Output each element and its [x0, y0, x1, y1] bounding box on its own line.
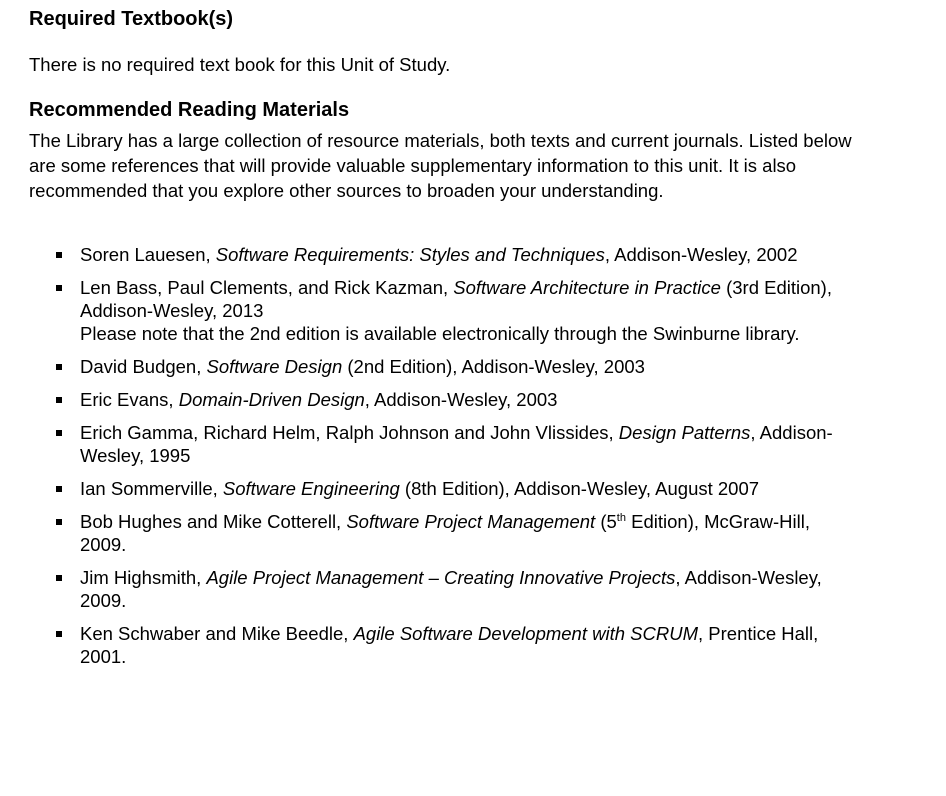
reference-details: (2nd Edition), Addison-Wesley, 2003: [342, 356, 645, 377]
reference-title: Domain-Driven Design: [178, 389, 365, 410]
reference-item: Jim Highsmith, Agile Project Management …: [29, 566, 859, 612]
reference-title: Design Patterns: [618, 422, 751, 443]
reference-authors: Eric Evans,: [80, 389, 179, 410]
reference-title: Agile Software Development with SCRUM: [353, 623, 698, 644]
reference-item: Ken Schwaber and Mike Beedle, Agile Soft…: [29, 622, 859, 668]
reference-details: (5: [595, 511, 617, 532]
reference-details: , Addison-Wesley, 2009.: [80, 567, 822, 611]
reference-item: David Budgen, Software Design (2nd Editi…: [29, 355, 859, 378]
square-bullet-icon: [56, 285, 62, 291]
required-textbooks-text: There is no required text book for this …: [29, 54, 451, 75]
square-bullet-icon: [56, 575, 62, 581]
reference-authors: Erich Gamma, Richard Helm, Ralph Johnson…: [80, 422, 619, 443]
reference-details: , Prentice Hall, 2001.: [80, 623, 819, 667]
document-page: Required Textbook(s) There is no require…: [29, 6, 859, 678]
reference-title: Software Design: [206, 356, 343, 377]
square-bullet-icon: [56, 364, 62, 370]
square-bullet-icon: [56, 252, 62, 258]
reference-item: Eric Evans, Domain-Driven Design, Addiso…: [29, 388, 859, 411]
reference-authors: Ian Sommerville,: [80, 478, 223, 499]
reference-item: Ian Sommerville, Software Engineering (8…: [29, 477, 859, 500]
reference-authors: Bob Hughes and Mike Cotterell,: [80, 511, 347, 532]
square-bullet-icon: [56, 519, 62, 525]
reference-details: , Addison-Wesley, 2003: [364, 389, 558, 410]
reference-list: Soren Lauesen, Software Requirements: St…: [29, 243, 859, 668]
reference-title: Agile Project Management – Creating Inno…: [206, 567, 676, 588]
reference-title: Software Engineering: [222, 478, 400, 499]
recommended-reading-heading: Recommended Reading Materials: [29, 99, 350, 121]
recommended-reading-intro: The Library has a large collection of re…: [29, 130, 852, 201]
reference-title: Software Project Management: [346, 511, 596, 532]
edition-superscript: th: [616, 511, 626, 524]
reference-note: Please note that the 2nd edition is avai…: [80, 323, 800, 344]
reference-item: Soren Lauesen, Software Requirements: St…: [29, 243, 859, 266]
reference-title: Software Architecture in Practice: [453, 277, 721, 298]
reference-item: Bob Hughes and Mike Cotterell, Software …: [29, 510, 859, 556]
reference-details: , Addison-Wesley, 2002: [604, 244, 798, 265]
reference-details: (8th Edition), Addison-Wesley, August 20…: [399, 478, 760, 499]
required-textbooks-heading: Required Textbook(s): [29, 8, 234, 30]
reference-authors: Len Bass, Paul Clements, and Rick Kazman…: [80, 277, 454, 298]
square-bullet-icon: [56, 486, 62, 492]
square-bullet-icon: [56, 430, 62, 436]
reference-authors: Jim Highsmith,: [80, 567, 207, 588]
reference-authors: Ken Schwaber and Mike Beedle,: [80, 623, 354, 644]
square-bullet-icon: [56, 397, 62, 403]
reference-details: (3rd Edition), Addison-Wesley, 2013: [80, 277, 832, 321]
reference-item: Erich Gamma, Richard Helm, Ralph Johnson…: [29, 421, 859, 467]
reference-details-end: Edition), McGraw-Hill, 2009.: [80, 511, 810, 555]
reference-item: Len Bass, Paul Clements, and Rick Kazman…: [29, 276, 859, 345]
reference-authors: Soren Lauesen,: [80, 244, 216, 265]
reference-title: Software Requirements: Styles and Techni…: [215, 244, 605, 265]
reference-details: , Addison-Wesley, 1995: [80, 422, 833, 466]
reference-authors: David Budgen,: [80, 356, 207, 377]
square-bullet-icon: [56, 631, 62, 637]
